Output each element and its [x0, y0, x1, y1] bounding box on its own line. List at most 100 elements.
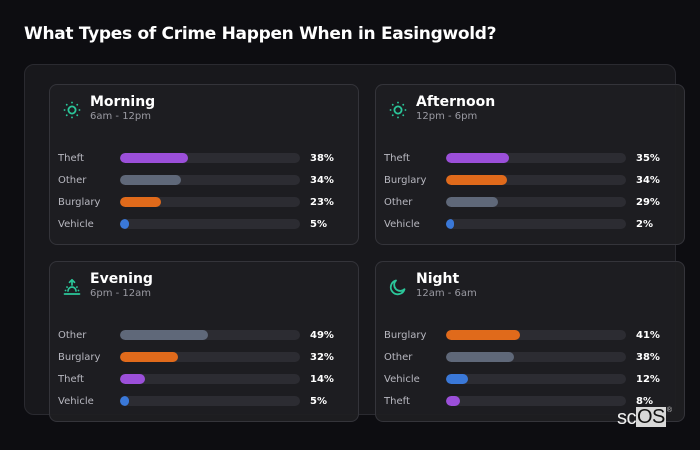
bar-fill — [446, 374, 468, 384]
card-time-range: 6pm - 12am — [90, 288, 152, 299]
bar-row: Theft 8% — [384, 390, 674, 412]
bar-value: 49% — [310, 329, 334, 341]
bar-row: Vehicle 5% — [58, 390, 348, 412]
card-time-range: 12am - 6am — [416, 288, 477, 299]
bar-fill — [120, 153, 189, 163]
card-title: Night — [416, 271, 460, 287]
card-header: Evening 6pm - 12am — [62, 270, 153, 301]
bar-value: 23% — [310, 196, 334, 208]
bar-value: 32% — [310, 351, 334, 363]
bar-value: 29% — [636, 196, 660, 208]
bar-track — [120, 352, 300, 362]
bar-label: Theft — [384, 395, 410, 407]
logo-sc: sc — [617, 407, 637, 429]
bar-label: Burglary — [384, 174, 427, 186]
card-morning: Morning 6am - 12pm Theft 38% Other 34% Burglar… — [49, 84, 359, 245]
bar-track — [446, 197, 626, 207]
card-header: Afternoon 12pm - 6pm — [388, 93, 495, 124]
bar-track — [120, 374, 300, 384]
bar-track — [120, 330, 300, 340]
bar-fill — [120, 374, 146, 384]
bar-label: Theft — [58, 152, 84, 164]
logo-registered: ® — [666, 407, 672, 414]
bar-row: Burglary 32% — [58, 346, 348, 368]
bar-fill — [446, 219, 454, 229]
sunset-icon — [62, 277, 82, 297]
bar-row: Other 49% — [58, 324, 348, 346]
moon-icon — [388, 277, 408, 297]
bar-row: Burglary 41% — [384, 324, 674, 346]
bar-fill — [120, 197, 162, 207]
card-afternoon: Afternoon 12pm - 6pm Theft 35% Burglary 34% Ot… — [375, 84, 685, 245]
bar-fill — [120, 396, 129, 406]
bar-row: Theft 35% — [384, 147, 674, 169]
card-time-range: 6am - 12pm — [90, 111, 152, 122]
bar-list: Other 49% Burglary 32% Theft 14% Vehicle 5% — [58, 324, 348, 412]
bar-fill — [120, 330, 209, 340]
bar-track — [446, 352, 626, 362]
bar-fill — [446, 175, 508, 185]
bar-label: Vehicle — [384, 373, 420, 385]
bar-label: Other — [384, 351, 413, 363]
bar-track — [446, 219, 626, 229]
bar-label: Theft — [384, 152, 410, 164]
card-evening: Evening 6pm - 12am Other 49% Burglary 32% Thef… — [49, 261, 359, 422]
bar-list: Theft 38% Other 34% Burglary 23% Vehicle 5% — [58, 147, 348, 235]
bar-label: Burglary — [58, 351, 101, 363]
bar-value: 41% — [636, 329, 660, 341]
bar-row: Theft 14% — [58, 368, 348, 390]
bar-label: Other — [384, 196, 413, 208]
card-title: Afternoon — [416, 94, 496, 110]
bar-list: Burglary 41% Other 38% Vehicle 12% Theft 8% — [384, 324, 674, 412]
bar-row: Theft 38% — [58, 147, 348, 169]
bar-row: Other 34% — [58, 169, 348, 191]
bar-fill — [446, 352, 515, 362]
bar-value: 5% — [310, 395, 327, 407]
sun-icon — [388, 100, 408, 120]
bar-track — [446, 175, 626, 185]
bar-label: Theft — [58, 373, 84, 385]
bar-track — [120, 197, 300, 207]
bar-value: 38% — [310, 152, 334, 164]
bar-row: Burglary 23% — [58, 191, 348, 213]
logo-os: OS — [636, 406, 666, 428]
bar-value: 34% — [636, 174, 660, 186]
bar-track — [120, 219, 300, 229]
card-header: Night 12am - 6am — [388, 270, 477, 301]
bar-fill — [120, 219, 129, 229]
bar-value: 38% — [636, 351, 660, 363]
bar-track — [446, 396, 626, 406]
bar-label: Burglary — [384, 329, 427, 341]
bar-label: Burglary — [58, 196, 101, 208]
card-title: Evening — [90, 271, 153, 287]
bar-value: 12% — [636, 373, 660, 385]
bar-track — [446, 374, 626, 384]
bar-track — [120, 153, 300, 163]
bar-label: Vehicle — [384, 218, 420, 230]
bar-track — [120, 396, 300, 406]
bar-label: Vehicle — [58, 218, 94, 230]
bar-value: 8% — [636, 395, 653, 407]
scos-logo: sc OS ® — [617, 407, 672, 430]
bar-value: 14% — [310, 373, 334, 385]
bar-fill — [446, 396, 461, 406]
bar-value: 34% — [310, 174, 334, 186]
bar-row: Burglary 34% — [384, 169, 674, 191]
bar-fill — [446, 153, 509, 163]
bar-label: Other — [58, 174, 87, 186]
card-title: Morning — [90, 94, 156, 110]
bar-value: 2% — [636, 218, 653, 230]
bar-row: Vehicle 12% — [384, 368, 674, 390]
page-title: What Types of Crime Happen When in Easin… — [24, 24, 497, 44]
card-header: Morning 6am - 12pm — [62, 93, 155, 124]
bar-list: Theft 35% Burglary 34% Other 29% Vehicle 2% — [384, 147, 674, 235]
bar-fill — [446, 197, 499, 207]
bar-row: Vehicle 5% — [58, 213, 348, 235]
bar-track — [446, 330, 626, 340]
bar-track — [120, 175, 300, 185]
card-night: Night 12am - 6am Burglary 41% Other 38% Vehicl… — [375, 261, 685, 422]
bar-fill — [120, 175, 182, 185]
bar-label: Vehicle — [58, 395, 94, 407]
bar-row: Other 38% — [384, 346, 674, 368]
bar-row: Vehicle 2% — [384, 213, 674, 235]
